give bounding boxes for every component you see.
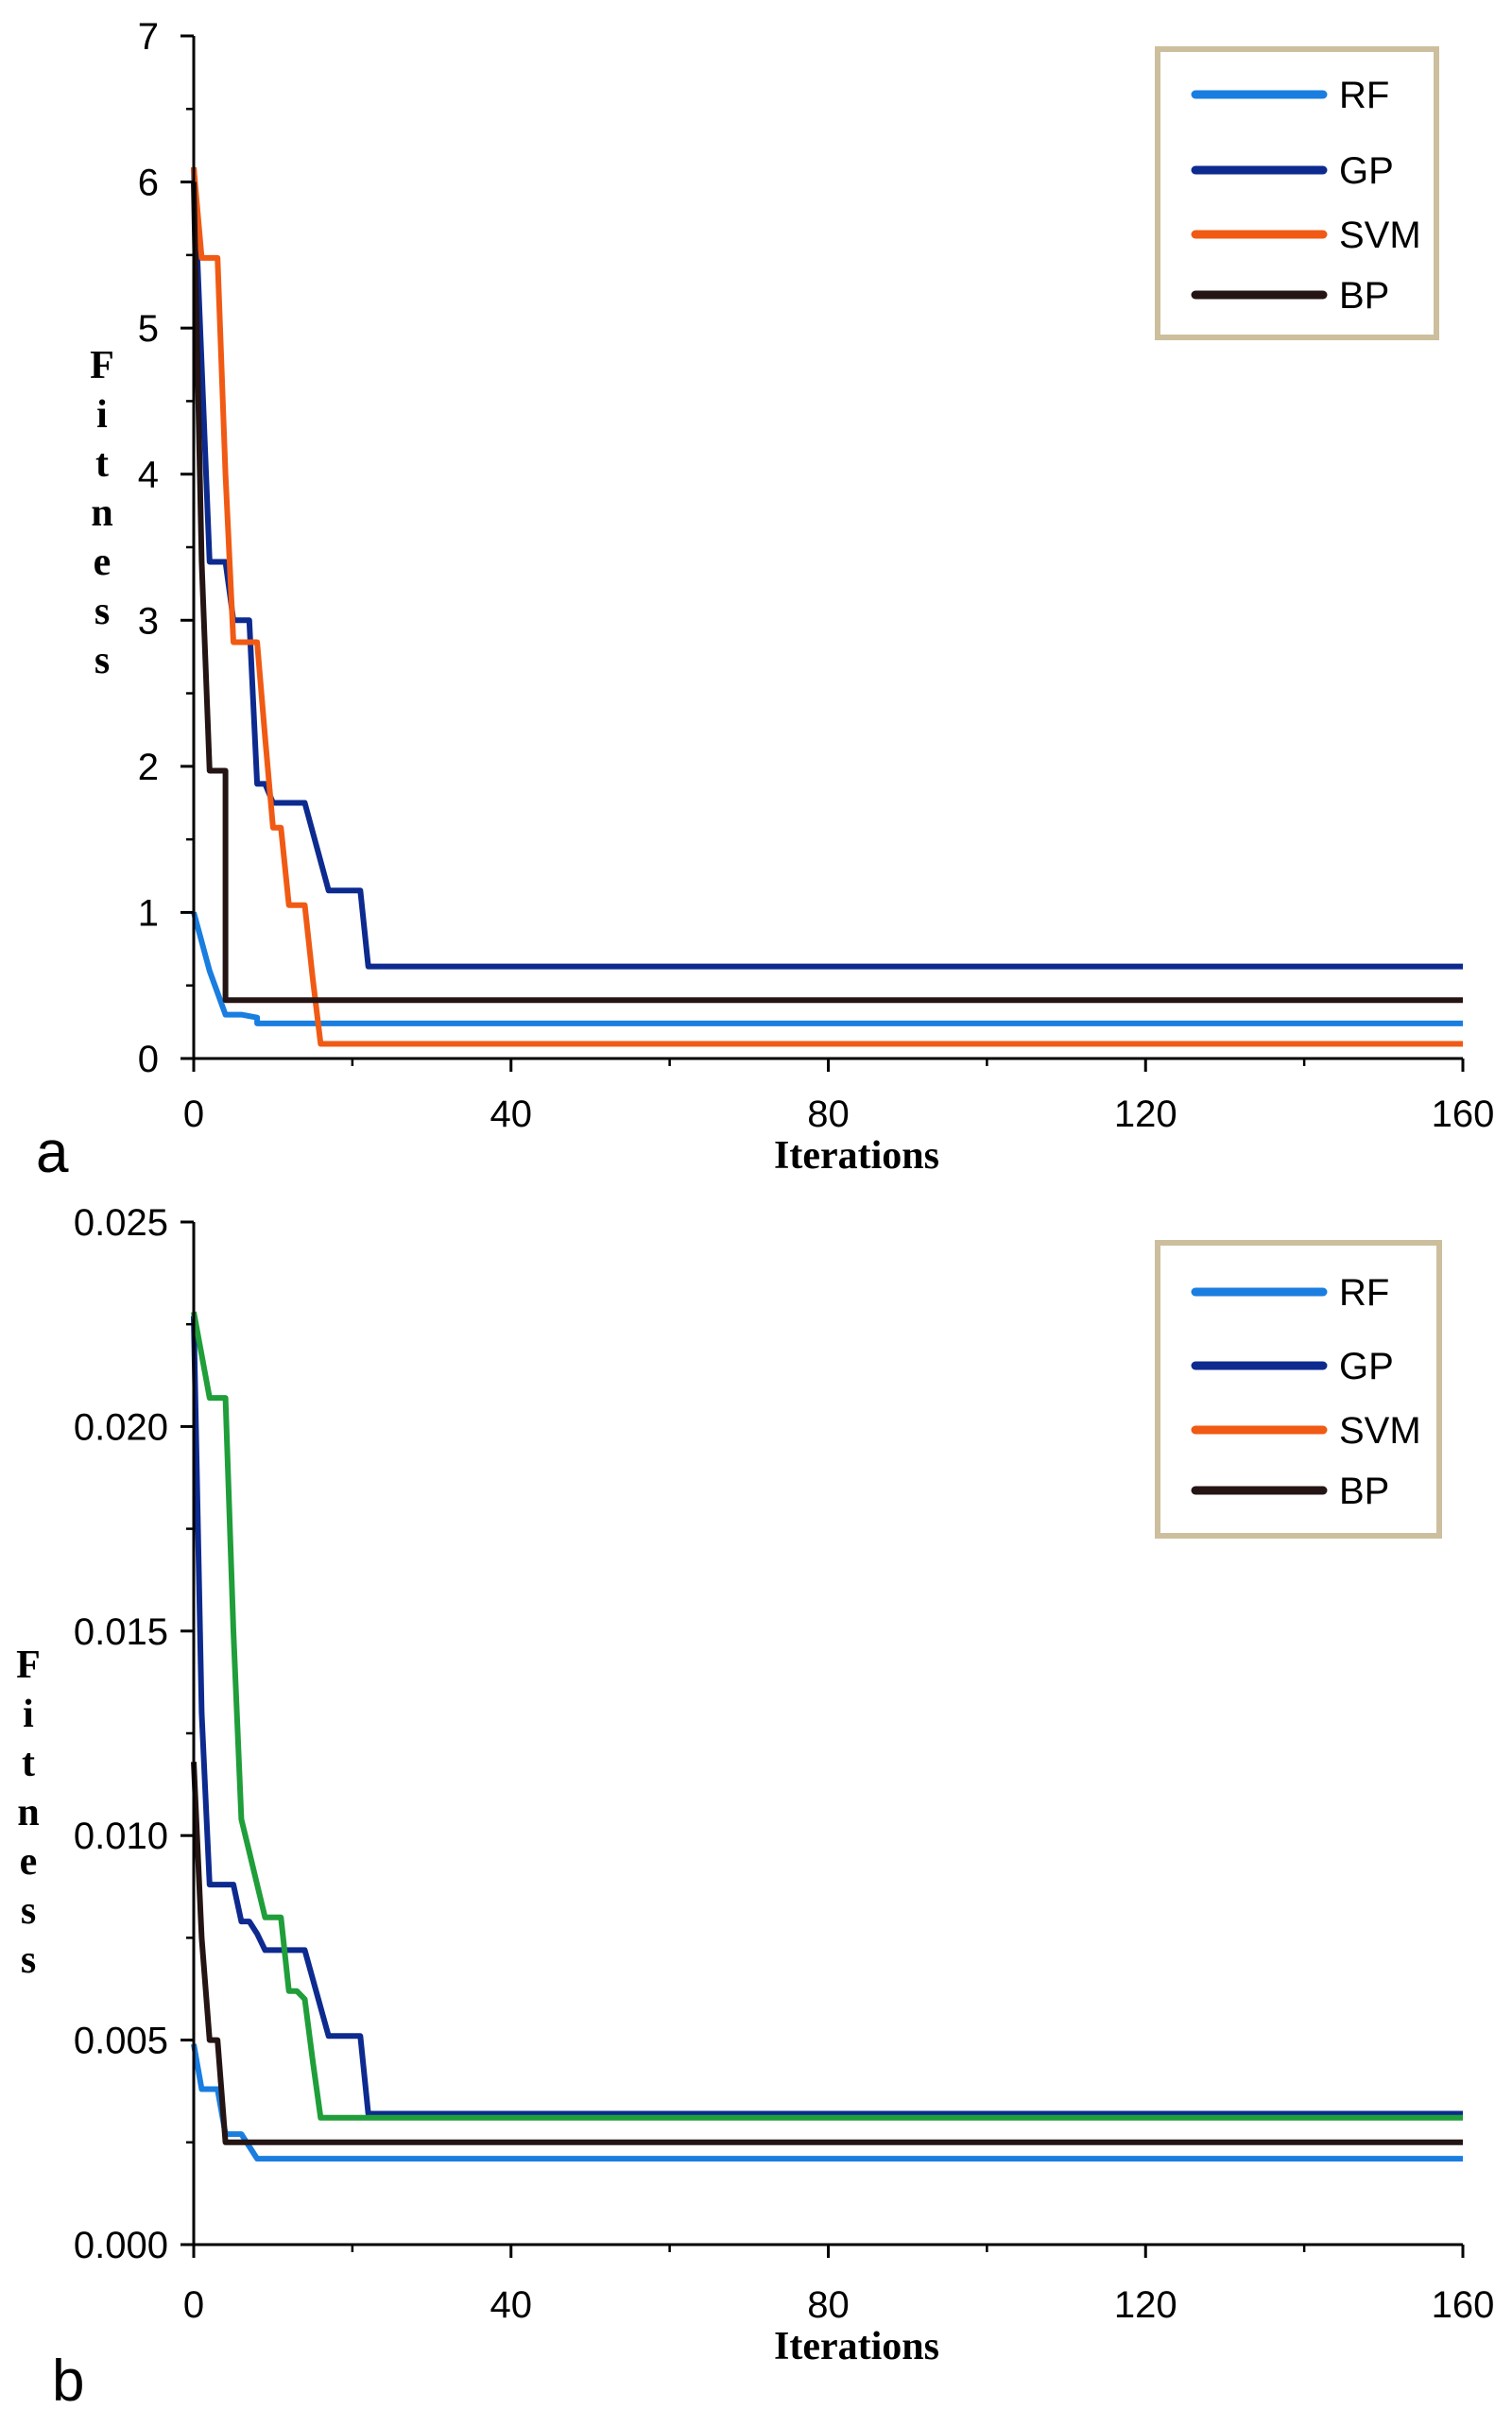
- x-axis-title: Iterations: [774, 2325, 939, 2368]
- series-line-svm: [191, 166, 1463, 1047]
- legend-label-svm: SVM: [1339, 1410, 1421, 1452]
- y-tick-label: 4: [138, 455, 159, 496]
- legend-label-bp: BP: [1339, 1471, 1389, 1512]
- y-tick-label: 1: [138, 892, 159, 934]
- panel-label: a: [36, 1120, 69, 1185]
- y-tick-label: 0.010: [74, 1816, 168, 1857]
- x-tick-label: 0: [183, 1093, 204, 1135]
- x-tick-label: 80: [807, 1093, 850, 1135]
- chart-panel-b: 0.000 0.005 0.010 0.015 0.020 0.025 0 40 80 120 16…: [16, 1202, 1494, 2414]
- x-tick-label: 80: [807, 2284, 850, 2326]
- legend: RF GP SVM BP: [1155, 46, 1439, 340]
- legend-label-svm: SVM: [1339, 215, 1421, 256]
- y-tick-label: 0: [138, 1039, 159, 1080]
- y-tick-label: 0.005: [74, 2021, 168, 2062]
- legend-label-gp: GP: [1339, 150, 1394, 192]
- legend-label-rf: RF: [1339, 75, 1389, 116]
- y-tick-label: 0.025: [74, 1202, 168, 1244]
- series-line-unlabeled-series: [191, 1311, 1463, 2121]
- y-tick-label: 5: [138, 308, 159, 350]
- series-line-bp: [191, 181, 1463, 1004]
- x-tick-label: 40: [490, 2284, 533, 2326]
- series-line-rf: [191, 911, 1463, 1026]
- series-line-bp: [191, 1762, 1463, 2145]
- legend-label-bp: BP: [1339, 275, 1389, 317]
- legend-label-gp: GP: [1339, 1346, 1394, 1387]
- series-line-gp: [191, 1316, 1463, 2117]
- legend-label-rf: RF: [1339, 1272, 1389, 1314]
- y-tick-label: 3: [138, 600, 159, 642]
- legend: RF GP SVM BP: [1155, 1240, 1442, 1539]
- y-tick-label: 0.020: [74, 1406, 168, 1448]
- x-tick-label: 160: [1432, 1093, 1495, 1135]
- y-tick-label: 0.015: [74, 1611, 168, 1653]
- series-line-gp: [191, 166, 1463, 970]
- y-tick-label: 7: [138, 16, 159, 58]
- x-tick-label: 160: [1432, 2284, 1495, 2326]
- x-tick-label: 0: [183, 2284, 204, 2326]
- x-tick-label: 120: [1114, 2284, 1177, 2326]
- panel-label: b: [52, 2349, 84, 2414]
- chart-panel-a: 0 1 2 3 4 5 6 7 0 40 80 120 160 Iterations F i t n e s s a RF G…: [36, 16, 1494, 1185]
- x-axis-title: Iterations: [774, 1134, 939, 1178]
- x-tick-label: 120: [1114, 1093, 1177, 1135]
- x-tick-label: 40: [490, 1093, 533, 1135]
- y-tick-label: 6: [138, 163, 159, 204]
- y-tick-label: 0.000: [74, 2225, 168, 2266]
- y-tick-label: 2: [138, 747, 159, 788]
